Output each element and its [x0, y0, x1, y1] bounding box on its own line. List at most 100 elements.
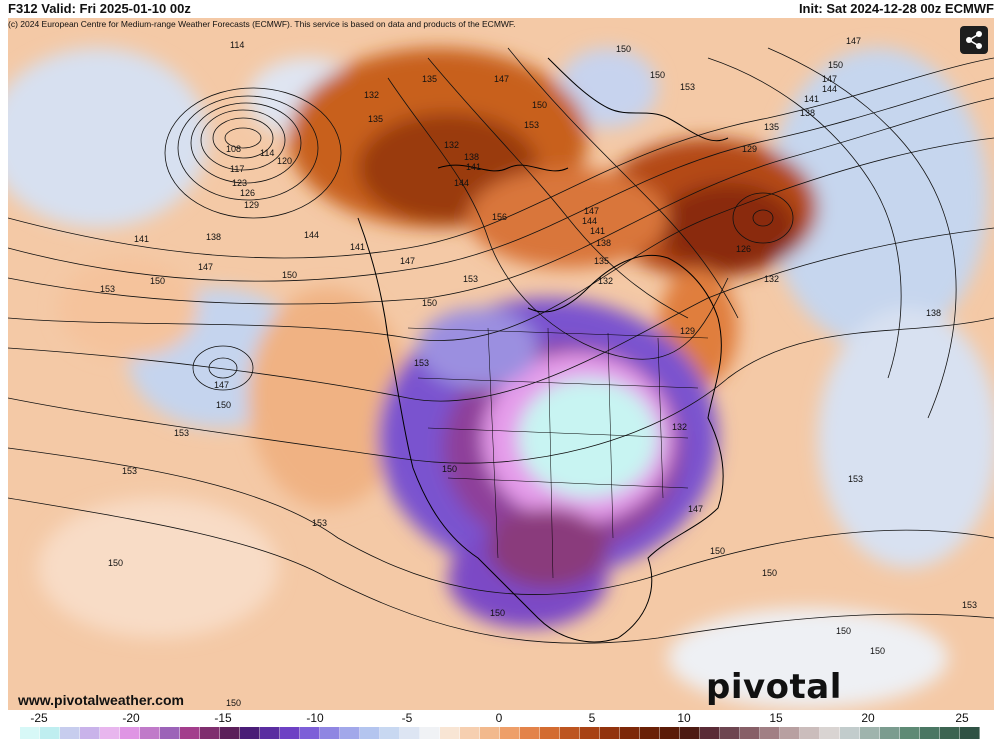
colorbar-cell [480, 727, 500, 739]
colorbar-tick: 0 [495, 711, 503, 725]
contour-label: 153 [100, 284, 115, 294]
colorbar-cell [880, 727, 900, 739]
colorbar-cell [260, 727, 280, 739]
contour-label: 150 [216, 400, 231, 410]
contour-label: 150 [532, 100, 547, 110]
contour-label: 126 [736, 244, 751, 254]
colorbar-tick: -15 [214, 711, 232, 725]
contour-label: 153 [962, 600, 977, 610]
colorbar-cell [120, 727, 140, 739]
colorbar-cell [460, 727, 480, 739]
colorbar-tick: -20 [122, 711, 140, 725]
contour-label: 147 [822, 74, 837, 84]
contour-label: 114 [260, 148, 274, 158]
share-button[interactable] [960, 26, 988, 54]
colorbar-cell [160, 727, 180, 739]
colorbar-cell [700, 727, 720, 739]
colorbar-cell [660, 727, 680, 739]
contour-label: 141 [350, 242, 365, 252]
colorbar-cell [680, 727, 700, 739]
colorbar-cell [300, 727, 320, 739]
contour-label: 150 [226, 698, 241, 708]
contour-label: 147 [494, 74, 509, 84]
colorbar-cell [740, 727, 760, 739]
colorbar-tick: -5 [401, 711, 413, 725]
contour-label: 135 [422, 74, 437, 84]
contour-label: 147 [198, 262, 213, 272]
colorbar-cell [760, 727, 780, 739]
contour-label: 141 [804, 94, 819, 104]
colorbar-cell [560, 727, 580, 739]
colorbar-cell [180, 727, 200, 739]
contour-label: 144 [304, 230, 319, 240]
colorbar-cell [380, 727, 400, 739]
forecast-map[interactable]: 114 108 114 117 120 123 126 129 141 138 … [8, 18, 994, 710]
website-url[interactable]: www.pivotalweather.com [18, 692, 184, 708]
contour-label: 144 [582, 216, 597, 226]
colorbar-cell [200, 727, 220, 739]
contour-label: 147 [400, 256, 415, 266]
colorbar-cell [840, 727, 860, 739]
contour-label: 141 [466, 162, 481, 172]
colorbar-cell [780, 727, 800, 739]
colorbar-cell [420, 727, 440, 739]
contour-label: 138 [596, 238, 611, 248]
colorbar-tick: -10 [306, 711, 324, 725]
colorbar-cell [100, 727, 120, 739]
contour-label: 150 [282, 270, 297, 280]
colorbar-tick: 15 [769, 711, 783, 725]
colorbar-cell [20, 727, 40, 739]
colorbar-cell [340, 727, 360, 739]
colorbar-tick: 10 [677, 711, 691, 725]
state-borders [407, 327, 709, 579]
colorbar-legend: -25 -20 -15 -10 -5 0 5 10 15 20 25 [0, 710, 1000, 743]
contour-label: 153 [680, 82, 695, 92]
contour-label: 123 [232, 178, 247, 188]
colorbar-cell [140, 727, 160, 739]
colorbar-cell [400, 727, 420, 739]
contour-label: 132 [764, 274, 779, 284]
colorbar-cell [440, 727, 460, 739]
colorbar-strip [20, 727, 980, 739]
contour-label: 153 [463, 274, 478, 284]
contour-label: 150 [870, 646, 885, 656]
contour-label: 150 [422, 298, 437, 308]
colorbar-cell [60, 727, 80, 739]
contour-label: 129 [680, 326, 695, 336]
contour-label: 150 [616, 44, 631, 54]
contour-label: 156 [492, 212, 507, 222]
contour-labels: 114 108 114 117 120 123 126 129 141 138 … [100, 36, 977, 708]
contour-label: 153 [848, 474, 863, 484]
contour-label: 144 [454, 178, 469, 188]
colorbar-cell [600, 727, 620, 739]
colorbar-cell [920, 727, 940, 739]
colorbar-cell [800, 727, 820, 739]
contour-label: 129 [244, 200, 259, 210]
contour-label: 114 [230, 40, 244, 50]
height-contours [8, 47, 994, 644]
contour-label: 132 [598, 276, 613, 286]
colorbar-tick: -25 [30, 711, 48, 725]
valid-time-label: F312 Valid: Fri 2025-01-10 00z [8, 1, 191, 16]
contour-label: 108 [226, 144, 241, 154]
contour-label: 117 [230, 164, 244, 174]
copyright-notice: (c) 2024 European Centre for Medium-rang… [8, 19, 516, 29]
contour-label: 150 [150, 276, 165, 286]
contour-label: 141 [134, 234, 149, 244]
header-bar: F312 Valid: Fri 2025-01-10 00z Init: Sat… [0, 0, 1000, 18]
colorbar-cell [520, 727, 540, 739]
contour-label: 153 [414, 358, 429, 368]
contour-label: 138 [464, 152, 479, 162]
share-icon [966, 31, 982, 49]
contour-label: 132 [444, 140, 459, 150]
contour-label: 147 [584, 206, 599, 216]
map-canvas: 114 108 114 117 120 123 126 129 141 138 … [8, 18, 994, 710]
colorbar-cell [80, 727, 100, 739]
contour-label: 120 [277, 156, 292, 166]
temperature-anomaly-shading [8, 48, 994, 708]
init-time-label: Init: Sat 2024-12-28 00z ECMWF [798, 1, 994, 16]
colorbar-cell [640, 727, 660, 739]
colorbar-cell [620, 727, 640, 739]
contour-label: 153 [524, 120, 539, 130]
